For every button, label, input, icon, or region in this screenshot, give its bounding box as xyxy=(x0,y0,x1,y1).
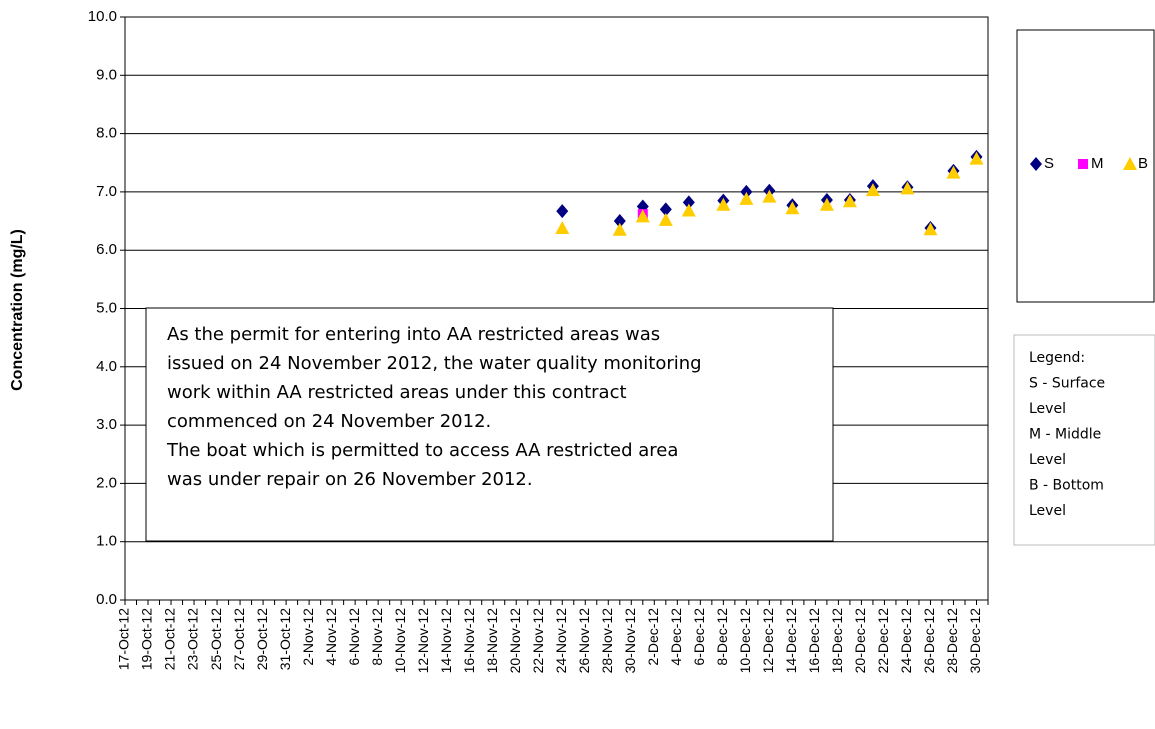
x-tick-label: 14-Nov-12 xyxy=(438,608,454,674)
square-marker xyxy=(1078,159,1088,169)
x-tick-label: 18-Nov-12 xyxy=(484,608,500,674)
triangle-marker xyxy=(658,212,673,226)
x-tick-label: 26-Dec-12 xyxy=(921,608,937,674)
diamond-marker xyxy=(556,204,569,219)
x-tick-label: 29-Oct-12 xyxy=(254,608,270,670)
triangle-marker xyxy=(1123,157,1137,170)
annotation-text: The boat which is permitted to access AA… xyxy=(166,440,678,461)
annotation-text: issued on 24 November 2012, the water qu… xyxy=(167,353,702,374)
x-tick-label: 21-Oct-12 xyxy=(162,608,178,670)
x-tick-label: 4-Nov-12 xyxy=(323,608,339,666)
x-tick-label: 28-Nov-12 xyxy=(599,608,615,674)
y-tick-label: 1.0 xyxy=(96,533,117,550)
legend-note-text: M - Middle xyxy=(1029,427,1101,443)
x-tick-label: 24-Nov-12 xyxy=(553,608,569,674)
triangle-marker xyxy=(865,183,880,197)
x-tick-label: 10-Dec-12 xyxy=(737,608,753,674)
y-tick-label: 3.0 xyxy=(96,416,117,433)
triangle-marker xyxy=(923,222,938,236)
triangle-marker xyxy=(762,189,777,203)
annotation-box xyxy=(145,307,834,542)
y-tick-label: 6.0 xyxy=(96,241,117,258)
legend-note-text: Level xyxy=(1029,503,1066,519)
x-tick-label: 10-Nov-12 xyxy=(392,608,408,674)
y-tick-label: 7.0 xyxy=(96,183,117,200)
y-tick-label: 8.0 xyxy=(96,125,117,142)
y-tick-label: 5.0 xyxy=(96,299,117,316)
triangle-marker xyxy=(946,165,961,179)
triangle-marker xyxy=(842,194,857,208)
triangle-marker xyxy=(716,197,731,211)
x-tick-label: 12-Nov-12 xyxy=(415,608,431,674)
diamond-marker xyxy=(659,202,672,217)
x-tick-label: 26-Nov-12 xyxy=(576,608,592,674)
x-tick-label: 20-Nov-12 xyxy=(507,608,523,674)
x-tick-label: 16-Nov-12 xyxy=(461,608,477,674)
legend-label: M xyxy=(1091,155,1104,172)
x-tick-label: 6-Dec-12 xyxy=(691,608,707,666)
triangle-marker xyxy=(612,222,627,236)
x-tick-label: 14-Dec-12 xyxy=(783,608,799,674)
x-tick-label: 27-Oct-12 xyxy=(231,608,247,670)
x-tick-label: 31-Oct-12 xyxy=(277,608,293,670)
x-tick-label: 28-Dec-12 xyxy=(944,608,960,674)
diamond-marker xyxy=(613,214,626,229)
annotation-text: work within AA restricted areas under th… xyxy=(167,382,627,403)
x-tick-label: 23-Oct-12 xyxy=(185,608,201,670)
y-tick-label: 0.0 xyxy=(96,591,117,608)
triangle-marker xyxy=(819,197,834,211)
triangle-marker xyxy=(555,221,570,235)
x-tick-label: 2-Nov-12 xyxy=(300,608,316,666)
legend-note-text: Legend: xyxy=(1029,350,1085,366)
annotation-text: commenced on 24 November 2012. xyxy=(167,411,491,432)
legend-label: B xyxy=(1138,155,1148,172)
plot-frame xyxy=(124,16,989,601)
triangle-marker xyxy=(635,209,650,223)
diamond-marker xyxy=(682,195,695,210)
legend-note-text: Level xyxy=(1029,452,1066,468)
x-tick-label: 25-Oct-12 xyxy=(208,608,224,670)
annotation-text: was under repair on 26 November 2012. xyxy=(167,469,533,490)
x-tick-label: 12-Dec-12 xyxy=(760,608,776,674)
diamond-marker xyxy=(1030,157,1042,171)
legend-note-text: Level xyxy=(1029,401,1066,417)
triangle-marker xyxy=(681,203,696,217)
x-tick-label: 16-Dec-12 xyxy=(806,608,822,674)
legend-note-text: S - Surface xyxy=(1029,376,1105,392)
x-tick-label: 8-Nov-12 xyxy=(369,608,385,666)
legend-note-box xyxy=(1013,334,1155,546)
y-tick-label: 10.0 xyxy=(88,8,117,25)
legend-note-text: B - Bottom xyxy=(1029,478,1104,494)
x-tick-label: 2-Dec-12 xyxy=(645,608,661,666)
x-tick-label: 20-Dec-12 xyxy=(852,608,868,674)
x-tick-label: 30-Nov-12 xyxy=(622,608,638,674)
x-tick-label: 18-Dec-12 xyxy=(829,608,845,674)
x-tick-label: 22-Dec-12 xyxy=(875,608,891,674)
y-tick-label: 4.0 xyxy=(96,358,117,375)
x-tick-label: 8-Dec-12 xyxy=(714,608,730,666)
triangle-marker xyxy=(739,191,754,205)
triangle-marker xyxy=(785,201,800,215)
legend-label: S xyxy=(1044,155,1054,172)
annotation-text: As the permit for entering into AA restr… xyxy=(167,324,660,345)
x-tick-label: 17-Oct-12 xyxy=(116,608,132,670)
x-tick-label: 19-Oct-12 xyxy=(139,608,155,670)
triangle-marker xyxy=(900,181,915,195)
y-tick-label: 9.0 xyxy=(96,66,117,83)
y-axis-label: Concentration (mg/L) xyxy=(9,229,26,391)
y-tick-label: 2.0 xyxy=(96,474,117,491)
x-tick-label: 30-Dec-12 xyxy=(967,608,983,674)
x-tick-label: 6-Nov-12 xyxy=(346,608,362,666)
x-tick-label: 4-Dec-12 xyxy=(668,608,684,666)
x-tick-label: 24-Dec-12 xyxy=(898,608,914,674)
triangle-marker xyxy=(969,151,984,165)
x-tick-label: 22-Nov-12 xyxy=(530,608,546,674)
